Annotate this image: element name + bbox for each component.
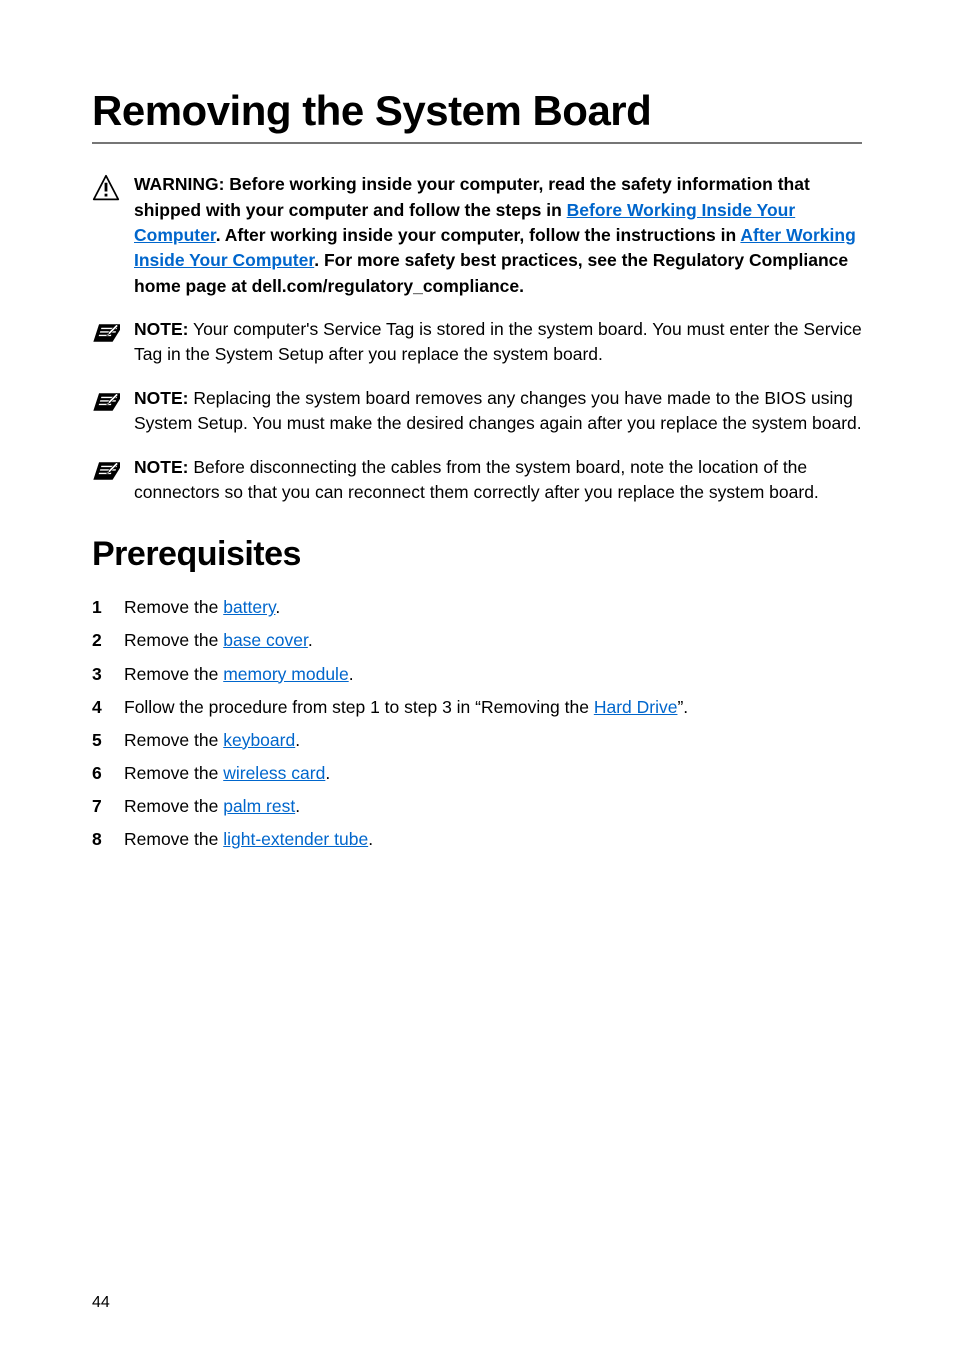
doc-link[interactable]: memory module [223,664,348,684]
note-callout: NOTE: Before disconnecting the cables fr… [92,455,862,506]
list-item: Remove the palm rest. [92,793,862,820]
doc-link[interactable]: light-extender tube [223,829,368,849]
list-item-text: Remove the light-extender tube. [124,826,862,853]
page-title: Removing the System Board [92,88,862,134]
doc-link[interactable]: keyboard [223,730,295,750]
warning-icon [92,174,120,202]
note-icon [92,388,120,416]
note-icon [92,457,120,485]
note-callout: NOTE: Your computer's Service Tag is sto… [92,317,862,368]
prerequisites-list: Remove the battery. Remove the base cover… [92,594,862,853]
list-item-text: Remove the base cover. [124,627,862,654]
doc-link[interactable]: wireless card [223,763,325,783]
note-icon [92,319,120,347]
callout-text: NOTE: Your computer's Service Tag is sto… [134,317,862,368]
list-item-text: Remove the battery. [124,594,862,621]
list-item: Remove the battery. [92,594,862,621]
list-item-text: Remove the memory module. [124,661,862,688]
callout-text: WARNING: Before working inside your comp… [134,172,862,299]
warning-callout: WARNING: Before working inside your comp… [92,172,862,299]
list-item: Remove the light-extender tube. [92,826,862,853]
list-item: Remove the memory module. [92,661,862,688]
doc-link[interactable]: battery [223,597,275,617]
doc-link[interactable]: Hard Drive [594,697,678,717]
doc-link[interactable]: base cover [223,630,308,650]
list-item-text: Remove the keyboard. [124,727,862,754]
list-item: Remove the base cover. [92,627,862,654]
title-divider [92,142,862,144]
list-item-text: Remove the palm rest. [124,793,862,820]
list-item: Remove the keyboard. [92,727,862,754]
page-number: 44 [92,1294,110,1312]
callout-text: NOTE: Before disconnecting the cables fr… [134,455,862,506]
doc-link[interactable]: palm rest [223,796,295,816]
list-item-text: Follow the procedure from step 1 to step… [124,694,862,721]
prerequisites-heading: Prerequisites [92,535,862,574]
callouts-container: WARNING: Before working inside your comp… [92,172,862,505]
note-callout: NOTE: Replacing the system board removes… [92,386,862,437]
list-item: Remove the wireless card. [92,760,862,787]
list-item-text: Remove the wireless card. [124,760,862,787]
list-item: Follow the procedure from step 1 to step… [92,694,862,721]
callout-text: NOTE: Replacing the system board removes… [134,386,862,437]
